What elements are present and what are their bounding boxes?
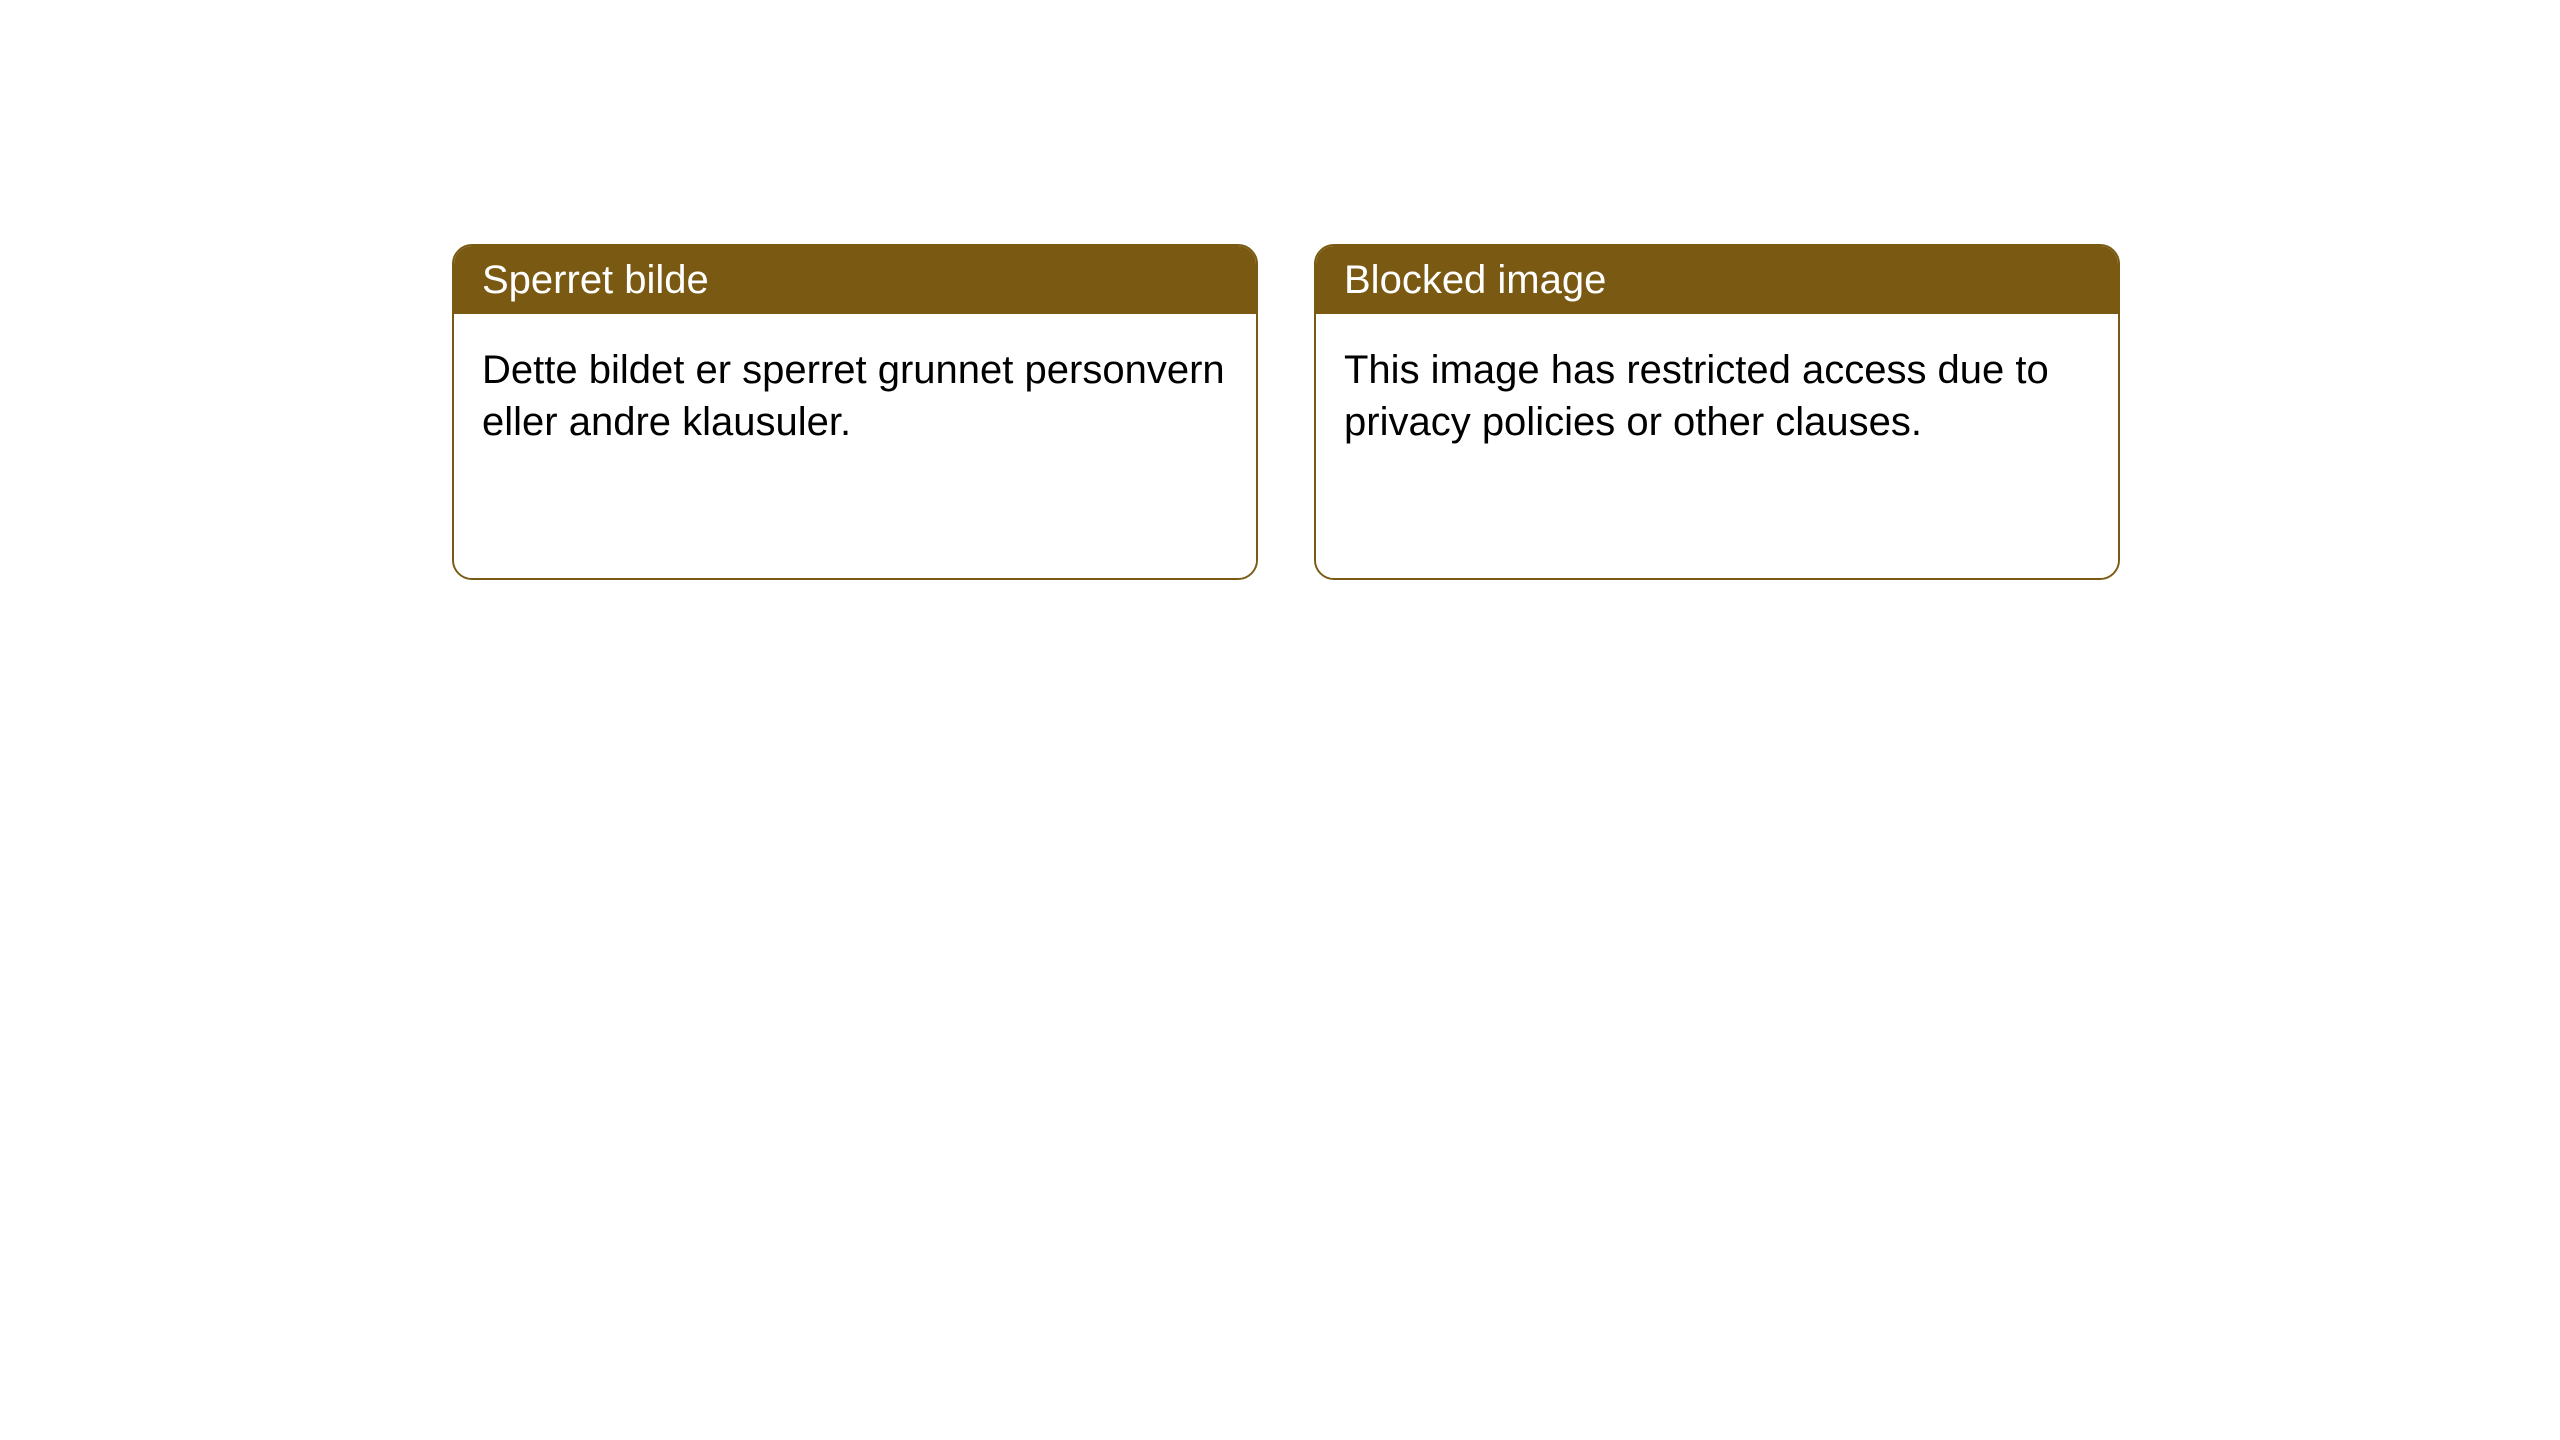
notice-card-norwegian: Sperret bilde Dette bildet er sperret gr…	[452, 244, 1258, 580]
card-body-text: This image has restricted access due to …	[1344, 348, 2049, 444]
card-header: Sperret bilde	[454, 246, 1256, 314]
notice-container: Sperret bilde Dette bildet er sperret gr…	[452, 244, 2120, 580]
card-body: Dette bildet er sperret grunnet personve…	[454, 314, 1256, 578]
card-title: Sperret bilde	[482, 258, 709, 302]
card-title: Blocked image	[1344, 258, 1606, 302]
card-header: Blocked image	[1316, 246, 2118, 314]
card-body: This image has restricted access due to …	[1316, 314, 2118, 578]
card-body-text: Dette bildet er sperret grunnet personve…	[482, 348, 1225, 444]
notice-card-english: Blocked image This image has restricted …	[1314, 244, 2120, 580]
